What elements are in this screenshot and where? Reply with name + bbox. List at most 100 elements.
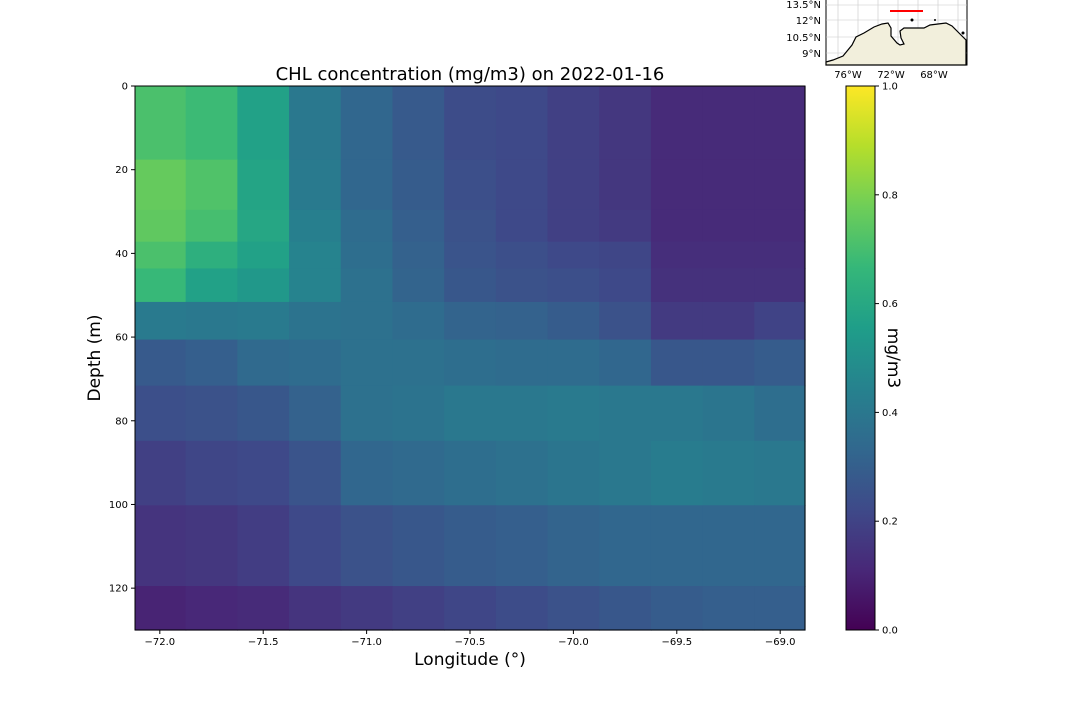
heatmap-cell (702, 505, 755, 587)
heatmap-cell (754, 385, 806, 442)
heatmap-cell (135, 339, 187, 387)
heatmap-cell (444, 586, 497, 631)
heatmap-cell (237, 301, 290, 341)
heatmap-cell (702, 159, 755, 211)
heatmap-cell (444, 159, 497, 211)
heatmap-cell (289, 440, 342, 506)
heatmap-cell (237, 586, 290, 631)
heatmap-cell (340, 505, 394, 587)
heatmap-cell (237, 209, 290, 243)
heatmap-cell (289, 159, 342, 211)
heatmap-cell (650, 339, 704, 387)
heatmap-cell (650, 268, 704, 303)
heatmap-cell (547, 505, 600, 587)
inset-map-labels: 13.5°N 12°N 10.5°N 9°N 76°W 72°W 68°W (786, 0, 948, 81)
heatmap-cell (237, 241, 290, 270)
heatmap-cell (754, 586, 806, 631)
heatmap-cell (444, 301, 497, 341)
y-axis-label: Depth (m) (85, 314, 105, 401)
heatmap-cell (547, 440, 600, 506)
heatmap-cell (340, 241, 394, 270)
heatmap-cell (495, 159, 549, 211)
heatmap-cell (135, 159, 187, 211)
heatmap-cell (237, 86, 290, 161)
heatmap-cell (289, 301, 342, 341)
heatmap-cell (185, 209, 238, 243)
heatmap-cell (702, 268, 755, 303)
heatmap-cell (547, 339, 600, 387)
x-axis-ticks: −72.0 −71.5 −71.0 −70.5 −70.0 −69.5 −69.0 (144, 630, 796, 648)
heatmap-cell (754, 159, 806, 211)
heatmap-cell (599, 385, 652, 442)
heatmap-cell (289, 505, 342, 587)
heatmap-cell (135, 505, 187, 587)
heatmap-cell (547, 86, 600, 161)
heatmap-cell (754, 268, 806, 303)
heatmap-cell (392, 440, 445, 506)
heatmap-cell (650, 440, 704, 506)
colorbar-ticks: 0.0 0.2 0.4 0.6 0.8 1.0 (875, 82, 898, 637)
heatmap-cell (135, 440, 187, 506)
heatmap-cell (237, 268, 290, 303)
heatmap-cell (340, 159, 394, 211)
x-axis-label: Longitude (°) (414, 650, 526, 670)
y-tick-label: 60 (115, 333, 128, 344)
heatmap-cell (289, 209, 342, 243)
heatmap-cell (495, 385, 549, 442)
inset-lon-label: 68°W (920, 70, 948, 81)
heatmap-cell (340, 86, 394, 161)
x-tick-label: −72.0 (144, 637, 175, 648)
inset-lat-label: 13.5°N (786, 0, 821, 11)
heatmap-cell (754, 209, 806, 243)
heatmap-cell (650, 209, 704, 243)
heatmap-cell (135, 241, 187, 270)
y-tick-label: 0 (122, 82, 128, 93)
heatmap-cell (185, 241, 238, 270)
inset-lon-label: 76°W (834, 70, 862, 81)
heatmap-cell (392, 209, 445, 243)
heatmap-cell (392, 301, 445, 341)
y-tick-label: 100 (109, 500, 128, 511)
y-tick-label: 120 (109, 584, 128, 595)
inset-lat-label: 9°N (802, 49, 821, 60)
heatmap-cell (392, 385, 445, 442)
heatmap-cell (754, 241, 806, 270)
heatmap-cell (444, 440, 497, 506)
heatmap-cell (135, 586, 187, 631)
heatmap-cell (547, 268, 600, 303)
x-tick-label: −69.0 (765, 637, 796, 648)
heatmap-cell (599, 268, 652, 303)
heatmap-cell (702, 586, 755, 631)
heatmap-cell (599, 586, 652, 631)
heatmap-cell (599, 209, 652, 243)
heatmap-cell (650, 86, 704, 161)
heatmap-cell (392, 586, 445, 631)
inset-land (825, 22, 967, 66)
inset-map: 13.5°N 12°N 10.5°N 9°N 76°W 72°W 68°W (786, 0, 968, 81)
x-tick-label: −71.0 (351, 637, 382, 648)
heatmap-cell (185, 159, 238, 211)
heatmap-cell (237, 159, 290, 211)
x-tick-label: −69.5 (661, 637, 692, 648)
heatmap-cell (340, 268, 394, 303)
colorbar (845, 85, 876, 631)
heatmap-cell (444, 241, 497, 270)
heatmap-cell (599, 86, 652, 161)
heatmap-cell (702, 209, 755, 243)
heatmap-cell (185, 586, 238, 631)
heatmap-cell (135, 209, 187, 243)
heatmap-cell (650, 385, 704, 442)
heatmap-cell (392, 339, 445, 387)
heatmap-cell (185, 385, 238, 442)
heatmap-cell (754, 301, 806, 341)
heatmap-cell (650, 301, 704, 341)
heatmap-cell (237, 339, 290, 387)
heatmap-cell (495, 86, 549, 161)
heatmap-cell (392, 505, 445, 587)
heatmap-cell (237, 505, 290, 587)
heatmap-cell (599, 159, 652, 211)
heatmap-cells (135, 86, 806, 631)
heatmap-cell (185, 505, 238, 587)
y-tick-label: 40 (115, 249, 128, 260)
inset-lon-label: 72°W (877, 70, 905, 81)
